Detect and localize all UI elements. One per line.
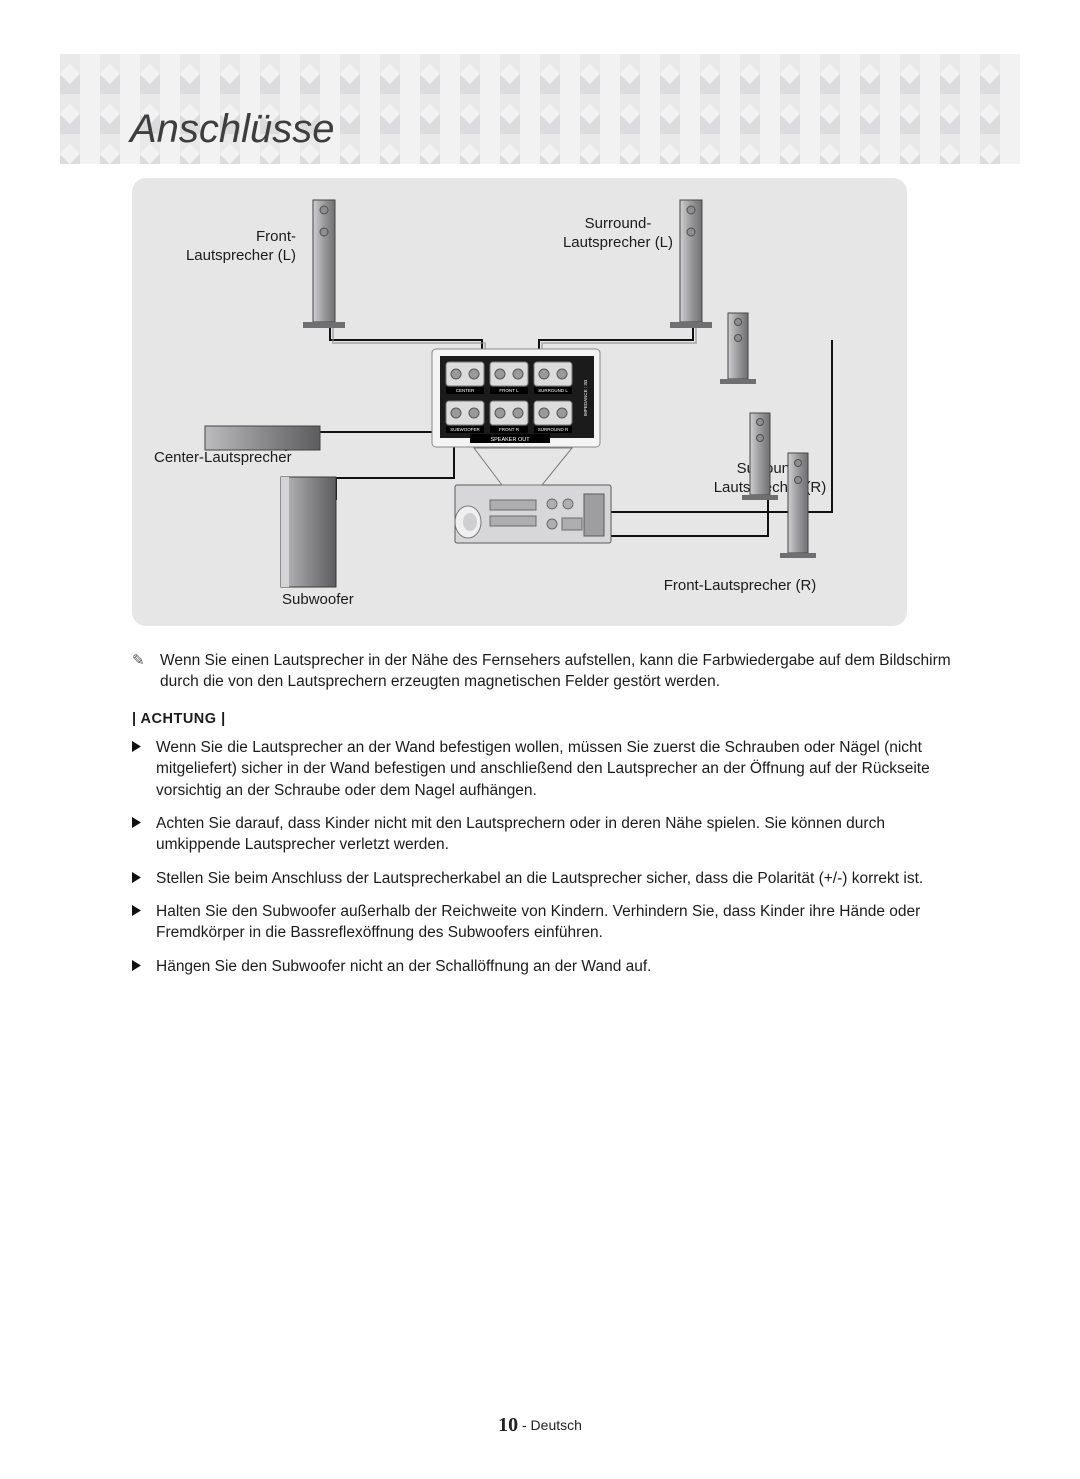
page-sep: - — [522, 1417, 531, 1433]
bullet-icon — [132, 956, 146, 977]
warning-list: Wenn Sie die Lautsprecher an der Wand be… — [132, 737, 955, 977]
warning-text: Achten Sie darauf, dass Kinder nicht mit… — [156, 813, 955, 856]
bullet-icon — [132, 737, 146, 801]
warning-text: Stellen Sie beim Anschluss der Lautsprec… — [156, 868, 923, 889]
warning-item: Hängen Sie den Subwoofer nicht an der Sc… — [132, 956, 955, 977]
warning-item: Stellen Sie beim Anschluss der Lautsprec… — [132, 868, 955, 889]
svg-text:SURROUND R: SURROUND R — [538, 427, 569, 432]
warning-text: Wenn Sie die Lautsprecher an der Wand be… — [156, 737, 955, 801]
warning-text: Halten Sie den Subwoofer außerhalb der R… — [156, 901, 955, 944]
note-text: Wenn Sie einen Lautsprecher in der Nähe … — [160, 650, 955, 693]
body-text: ✎ Wenn Sie einen Lautsprecher in der Näh… — [60, 650, 1020, 977]
note-row: ✎ Wenn Sie einen Lautsprecher in der Näh… — [132, 650, 955, 693]
warning-item: Achten Sie darauf, dass Kinder nicht mit… — [132, 813, 955, 856]
svg-text:IMPEDANCE : 3Ω: IMPEDANCE : 3Ω — [583, 379, 588, 416]
speaker-connection-diagram: Front- Lautsprecher (L) Surround- Lautsp… — [132, 178, 907, 626]
bullet-icon — [132, 901, 146, 944]
page-lang: Deutsch — [531, 1417, 582, 1433]
svg-text:SUBWOOFER: SUBWOOFER — [450, 427, 480, 432]
page-number: 10 — [498, 1414, 518, 1436]
header-band: Anschlüsse — [60, 54, 1020, 164]
svg-text:FRONT R: FRONT R — [499, 427, 520, 432]
svg-text:CENTER: CENTER — [456, 388, 475, 393]
bullet-icon — [132, 868, 146, 889]
svg-text:SPEAKER OUT: SPEAKER OUT — [490, 437, 530, 443]
warning-text: Hängen Sie den Subwoofer nicht an der Sc… — [156, 956, 651, 977]
svg-text:SURROUND L: SURROUND L — [538, 388, 568, 393]
manual-page: Anschlüsse Front- Lautsprecher (L) Surro… — [0, 0, 1080, 1479]
warning-item: Wenn Sie die Lautsprecher an der Wand be… — [132, 737, 955, 801]
page-footer: 10 - Deutsch — [0, 1414, 1080, 1437]
diagram-svg: CENTER FRONT L SURROUND L SUBWOOFER FRON… — [132, 178, 907, 626]
bullet-icon — [132, 813, 146, 856]
svg-text:FRONT L: FRONT L — [499, 388, 519, 393]
warning-item: Halten Sie den Subwoofer außerhalb der R… — [132, 901, 955, 944]
achtung-heading: | ACHTUNG | — [132, 709, 955, 729]
page-title: Anschlüsse — [130, 107, 335, 152]
note-icon: ✎ — [132, 650, 150, 693]
